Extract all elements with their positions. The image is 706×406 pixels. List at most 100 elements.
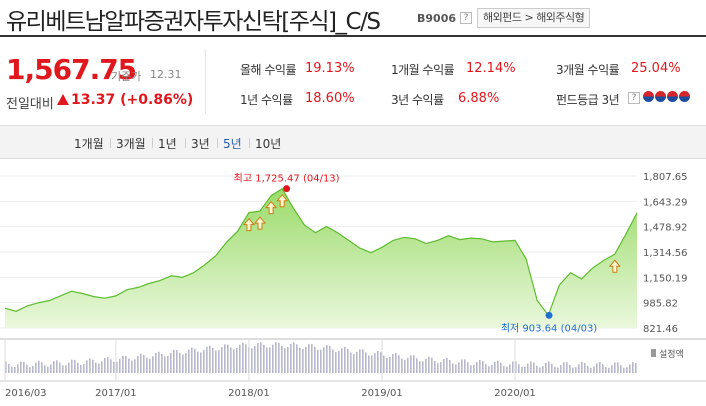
volume-bar bbox=[200, 352, 202, 373]
volume-bar bbox=[110, 359, 112, 373]
volume-bar bbox=[563, 362, 565, 373]
volume-bar bbox=[23, 361, 25, 373]
tab-5y[interactable]: 5년 bbox=[223, 137, 242, 151]
volume-bar bbox=[584, 362, 586, 373]
help-icon[interactable]: ? bbox=[460, 12, 472, 24]
volume-bar bbox=[305, 346, 307, 373]
y-tick-label: 821.46 bbox=[643, 324, 678, 335]
volume-bar bbox=[383, 355, 385, 373]
tab-3m[interactable]: 3개월 bbox=[116, 137, 146, 151]
min-point bbox=[545, 311, 553, 319]
volume-bar bbox=[320, 349, 322, 373]
tab-10y[interactable]: 10년 bbox=[255, 137, 282, 151]
volume-bar bbox=[626, 367, 628, 373]
volume-bar bbox=[446, 357, 448, 373]
divider bbox=[205, 50, 206, 114]
volume-bar bbox=[221, 347, 223, 373]
x-tick-label: 2019/01 bbox=[361, 388, 403, 399]
volume-bar bbox=[503, 365, 505, 373]
y-tick-label: 1,807.65 bbox=[643, 172, 688, 183]
volume-bar bbox=[131, 360, 133, 373]
volume-bar bbox=[272, 344, 274, 373]
y-tick-label: 985.82 bbox=[643, 299, 678, 310]
volume-bar bbox=[347, 349, 349, 373]
x-axis: 2016/03 2017/01 2018/01 2019/01 2020/01 bbox=[4, 338, 536, 399]
stat-label-1m: 1개월 수익률 bbox=[391, 63, 455, 77]
x-tick-label: 2016/03 bbox=[5, 388, 47, 399]
volume-bar bbox=[71, 359, 73, 373]
volume-bar bbox=[599, 361, 601, 373]
volume-bar bbox=[476, 362, 478, 373]
volume-bar bbox=[431, 357, 433, 373]
volume-bar bbox=[632, 362, 634, 373]
volume-bar bbox=[95, 362, 97, 373]
volume-bar bbox=[218, 350, 220, 373]
volume-bar bbox=[374, 353, 376, 373]
tab-1y[interactable]: 1년 bbox=[158, 137, 177, 151]
volume-bar bbox=[302, 348, 304, 373]
volume-bar bbox=[161, 353, 163, 373]
volume-bar bbox=[611, 365, 613, 373]
price-area bbox=[5, 188, 637, 328]
volume-bar bbox=[545, 362, 547, 373]
volume-bar bbox=[29, 366, 31, 373]
up-arrow-icon bbox=[608, 259, 621, 273]
volume-bar bbox=[47, 366, 49, 373]
volume-bar bbox=[344, 346, 346, 373]
volume-bar bbox=[329, 346, 331, 373]
stat-label-ytd: 올해 수익률 bbox=[240, 63, 297, 77]
volume-bar bbox=[5, 361, 7, 373]
volume-bar bbox=[257, 342, 259, 373]
breadcrumb[interactable]: 해외펀드 > 해외주식형 bbox=[477, 8, 591, 28]
y-axis: 1,807.65 1,643.29 1,478.92 1,314.56 1,150.19… bbox=[643, 172, 688, 335]
volume-bar bbox=[245, 344, 247, 373]
volume-bar bbox=[497, 360, 499, 373]
volume-bar bbox=[590, 367, 592, 373]
volume-bar bbox=[290, 343, 292, 373]
volume-bar bbox=[278, 342, 280, 373]
volume-bar bbox=[443, 359, 445, 373]
volume-bar bbox=[395, 353, 397, 373]
y-tick-label: 1,150.19 bbox=[643, 273, 688, 284]
volume-bar bbox=[53, 361, 55, 373]
volume-bar bbox=[401, 358, 403, 373]
period-tab-bar: 1개월 3개월 1년 3년 5년 10년 bbox=[0, 125, 706, 159]
volume-bar bbox=[140, 353, 142, 373]
volume-bar bbox=[506, 366, 508, 373]
volume-bar bbox=[119, 358, 121, 373]
grade-help-icon[interactable]: ? bbox=[628, 92, 640, 104]
volume-bar bbox=[368, 355, 370, 373]
volume-bar bbox=[326, 345, 328, 373]
volume-bar bbox=[158, 351, 160, 373]
volume-bar bbox=[455, 364, 457, 373]
volume-bar bbox=[488, 366, 490, 373]
volume-bar bbox=[167, 356, 169, 373]
volume-bar bbox=[533, 362, 535, 373]
volume-bar bbox=[44, 365, 46, 373]
volume-bar bbox=[470, 365, 472, 373]
volume-bar bbox=[380, 352, 382, 373]
volume-bar bbox=[26, 364, 28, 373]
volume-bar bbox=[188, 349, 190, 373]
volume-bar bbox=[83, 363, 85, 373]
volume-bar bbox=[458, 362, 460, 373]
volume-bar bbox=[209, 345, 211, 373]
volume-bar bbox=[50, 364, 52, 373]
tab-1m[interactable]: 1개월 bbox=[74, 137, 104, 151]
stat-value-1m: 12.14% bbox=[466, 61, 516, 76]
volume-bar bbox=[65, 365, 67, 373]
fund-code: B9006 bbox=[417, 12, 456, 25]
volume-bar bbox=[92, 359, 94, 373]
change-amount: 13.37 (+0.86%) bbox=[71, 92, 194, 108]
price-chart: 최고 1,725.47 (04/13) 최저 903.64 (04/03) 1,… bbox=[0, 172, 706, 399]
volume-bar bbox=[314, 346, 316, 373]
volume-bar bbox=[203, 350, 205, 373]
volume-bar bbox=[194, 348, 196, 373]
volume-bar bbox=[281, 345, 283, 373]
tab-3y[interactable]: 3년 bbox=[191, 137, 210, 151]
volume-bar bbox=[197, 351, 199, 373]
volume-bar bbox=[227, 344, 229, 373]
volume-bar bbox=[155, 352, 157, 373]
change-value: 13.37 (+0.86%) bbox=[57, 92, 193, 108]
volume-bar bbox=[386, 357, 388, 373]
